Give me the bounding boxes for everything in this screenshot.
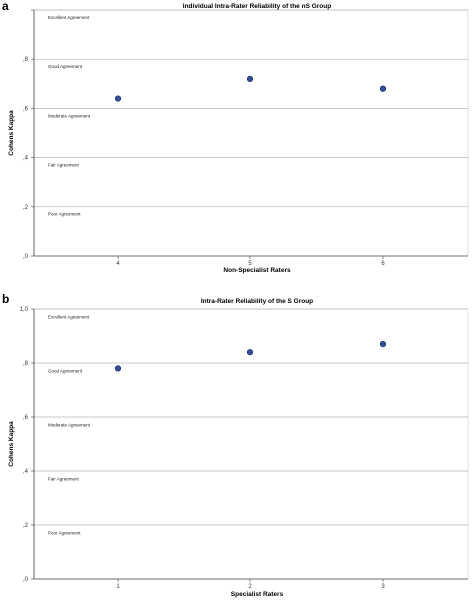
panel-a-band-label: Moderate Agreement	[48, 113, 91, 118]
panel-a-x-tick-label: 6	[381, 261, 385, 267]
panel-a-plot-frame	[33, 9, 469, 257]
panel-a-x-tick-label: 4	[116, 261, 120, 267]
panel-b-x-axis-label: Specialist Raters	[231, 591, 284, 598]
panel-a-band-label: Fair Agreement	[48, 162, 80, 167]
panel-b-x-tick-label: 1	[116, 584, 120, 590]
panel-b-band-label: Fair Agreement	[48, 477, 80, 482]
panel-a-data-point	[114, 95, 122, 102]
panel-a-data-point	[246, 75, 254, 82]
panel-b-y-tick-label: ,6	[23, 415, 29, 421]
panel-a-title: Individual Intra-Rater Reliability of th…	[183, 3, 331, 10]
panel-a-y-tick-label: ,4	[23, 156, 29, 162]
panel-a-band-label: Poor Agreement	[48, 212, 81, 217]
panel-a-y-tick-label: ,8	[23, 57, 29, 63]
panel-b-data-point	[379, 341, 387, 348]
panel-b-y-axis-label: Cohens Kappa	[8, 421, 15, 467]
panel-a-band-label: Excellent Agreement	[48, 15, 90, 20]
panel-a-y-tick-label: ,2	[23, 205, 29, 211]
panel-b-title: Intra-Rater Reliability of the S Group	[201, 298, 313, 305]
panel-b-band-label: Good Agreement	[48, 369, 83, 374]
panel-a-band-label: Good Agreement	[48, 64, 83, 69]
panel-b-y-tick-label: 1,0	[20, 307, 29, 313]
panel-b-letter: b	[2, 292, 9, 306]
panel-b-y-tick-label: ,2	[23, 523, 29, 529]
panel-b-x-tick-label: 3	[381, 584, 385, 590]
panel-b-y-tick-label: ,8	[23, 361, 29, 367]
panel-a-letter: a	[2, 0, 9, 13]
panel-a-y-tick-label: ,6	[23, 106, 29, 112]
panel-a-y-axis-label: Cohens Kappa	[8, 110, 15, 156]
panel-b-data-point	[246, 349, 254, 356]
panel-b-x-tick-label: 2	[248, 584, 252, 590]
panel-b-data-point	[114, 365, 122, 372]
panel-b-y-tick-label: ,0	[23, 577, 29, 583]
panel-a-data-point	[379, 85, 387, 92]
panel-b-band-label: Poor Agreement	[48, 531, 81, 536]
panel-b-band-label: Excellent Agreement	[48, 315, 90, 320]
panel-a-x-axis-label: Non-Specialist Raters	[223, 267, 291, 274]
panel-b-y-tick-label: ,4	[23, 469, 29, 475]
panel-a-x-tick-label: 5	[248, 261, 252, 267]
panel-a-y-tick-label: ,0	[23, 254, 29, 260]
panel-b-band-label: Moderate Agreement	[48, 423, 91, 428]
